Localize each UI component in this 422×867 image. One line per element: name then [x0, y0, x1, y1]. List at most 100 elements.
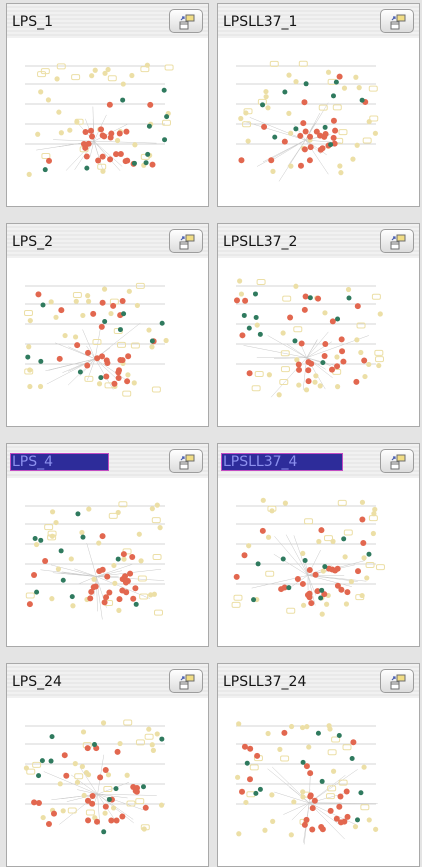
network-node	[325, 565, 332, 572]
network-node	[38, 89, 44, 95]
network-node	[350, 739, 357, 746]
network-node	[113, 151, 120, 158]
network-panel[interactable]: LPS_4	[6, 443, 209, 647]
network-node	[272, 134, 278, 140]
network-edge	[273, 554, 309, 576]
network-node	[309, 826, 316, 833]
network-thumbnail[interactable]	[226, 482, 412, 642]
network-panel[interactable]: LPS_2	[6, 223, 209, 427]
network-node	[151, 386, 161, 393]
network-node	[304, 724, 310, 730]
view-options-button[interactable]	[169, 229, 203, 253]
network-node	[103, 785, 113, 792]
network-node	[348, 578, 355, 585]
network-node	[89, 133, 96, 140]
network-node	[373, 826, 379, 832]
network-node	[108, 817, 115, 824]
network-node	[98, 375, 104, 381]
network-panel[interactable]: LPSLL37_4	[217, 443, 420, 647]
network-node	[294, 357, 300, 363]
network-edge	[52, 572, 97, 577]
network-node	[37, 383, 44, 390]
view-options-button[interactable]	[169, 669, 203, 693]
network-panel[interactable]: LPS_1	[6, 3, 209, 207]
network-panel[interactable]: LPSLL37_2	[217, 223, 420, 427]
network-node	[312, 379, 318, 385]
network-node	[80, 312, 86, 319]
panel-title[interactable]: LPSLL37_1	[223, 14, 298, 30]
network-node	[350, 156, 356, 162]
network-node	[247, 745, 254, 752]
network-node	[91, 742, 97, 748]
network-node	[276, 392, 282, 398]
view-options-button[interactable]	[380, 229, 414, 253]
network-panel[interactable]: LPSLL37_1	[217, 3, 420, 207]
network-node	[366, 551, 372, 557]
network-thumbnail[interactable]	[15, 42, 201, 202]
network-panel[interactable]: LPS_24	[6, 663, 209, 867]
network-node	[338, 170, 344, 176]
panel-title[interactable]: LPS_2	[12, 234, 54, 250]
network-thumbnail[interactable]	[15, 702, 201, 862]
network-node	[23, 765, 30, 771]
panel-title[interactable]: LPS_24	[12, 674, 62, 690]
panel-title[interactable]: LPS_4	[10, 453, 109, 471]
network-node	[149, 344, 155, 350]
network-thumbnail[interactable]	[15, 262, 201, 422]
network-node	[306, 567, 313, 574]
network-node	[114, 137, 121, 144]
network-node	[269, 792, 275, 798]
network-node	[147, 101, 154, 108]
view-options-button[interactable]	[169, 9, 203, 33]
network-node	[96, 540, 102, 546]
panel-title[interactable]: LPSLL37_2	[223, 234, 298, 250]
network-node	[293, 326, 303, 333]
view-options-button[interactable]	[169, 449, 203, 473]
network-node	[359, 516, 366, 523]
network-edge	[93, 141, 105, 174]
network-node	[33, 541, 40, 548]
view-options-button[interactable]	[380, 9, 414, 33]
network-node	[42, 557, 49, 564]
network-node	[129, 554, 136, 561]
network-node	[132, 585, 139, 592]
network-node	[300, 759, 306, 765]
network-node	[138, 558, 144, 564]
network-node	[265, 105, 271, 111]
network-node	[321, 591, 328, 598]
network-thumbnail[interactable]	[226, 42, 412, 202]
network-node	[326, 723, 332, 729]
network-node	[56, 355, 63, 362]
network-panel[interactable]: LPSLL37_24	[217, 663, 420, 867]
network-node	[344, 813, 351, 820]
network-node	[134, 302, 140, 309]
panel-title[interactable]: LPS_1	[12, 14, 54, 30]
view-options-button[interactable]	[380, 449, 414, 473]
network-node	[236, 721, 242, 727]
network-node	[269, 60, 279, 67]
panel-title[interactable]: LPSLL37_4	[221, 453, 343, 471]
network-thumbnail[interactable]	[226, 262, 412, 422]
network-edge	[55, 342, 96, 360]
network-edge	[79, 766, 98, 795]
network-node	[119, 813, 126, 820]
network-node	[48, 758, 54, 764]
network-node	[317, 383, 323, 389]
network-node	[72, 761, 78, 767]
network-node	[288, 723, 295, 730]
network-node	[246, 325, 252, 331]
view-options-button[interactable]	[380, 669, 414, 693]
network-thumbnail[interactable]	[226, 702, 412, 862]
network-node	[339, 348, 346, 355]
network-node	[74, 779, 81, 785]
network-edge	[243, 345, 307, 358]
network-node	[307, 792, 314, 799]
network-thumbnail[interactable]	[15, 482, 201, 642]
panel-title[interactable]: LPSLL37_24	[223, 674, 307, 690]
network-edge	[97, 793, 128, 799]
network-node	[260, 102, 266, 108]
network-node	[323, 601, 330, 607]
network-node	[345, 286, 352, 293]
network-edge	[89, 141, 95, 157]
network-node	[146, 123, 152, 129]
